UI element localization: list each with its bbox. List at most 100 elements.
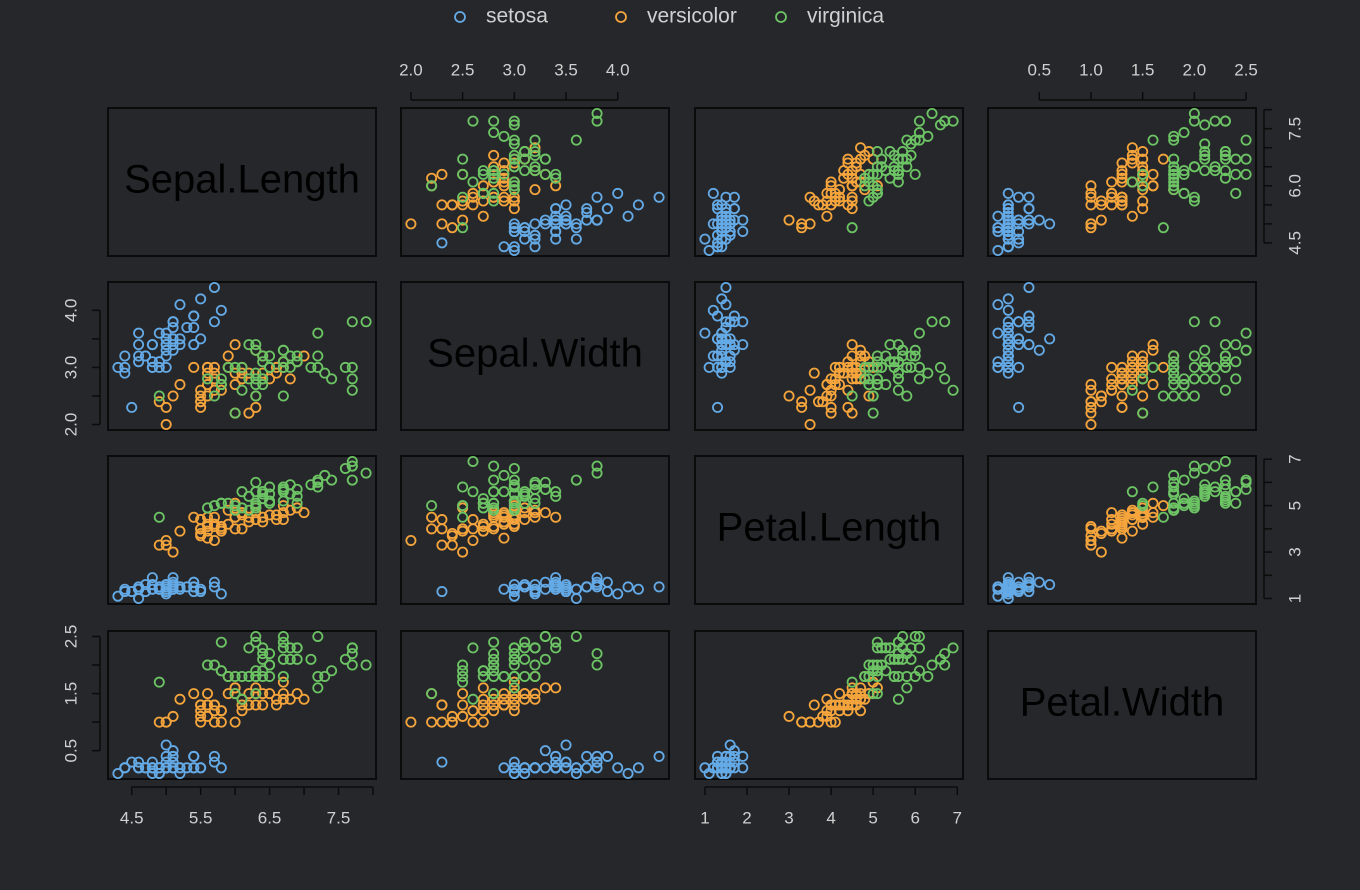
- point: [1147, 497, 1159, 509]
- point: [250, 390, 262, 402]
- point: [550, 233, 562, 245]
- point: [783, 214, 795, 226]
- point: [1157, 361, 1169, 373]
- point: [488, 115, 500, 127]
- point: [1168, 497, 1180, 509]
- point: [257, 670, 269, 682]
- x-tick-label: 4: [826, 808, 835, 827]
- point: [202, 699, 214, 711]
- point: [1106, 384, 1118, 396]
- point: [270, 361, 282, 373]
- point: [229, 511, 241, 523]
- point: [312, 682, 324, 694]
- point: [892, 373, 904, 385]
- legend-text: versicolor: [647, 5, 737, 28]
- y-tick-label: 3.0: [61, 356, 80, 380]
- point: [243, 670, 255, 682]
- point: [888, 356, 900, 368]
- point: [346, 648, 358, 660]
- point: [909, 350, 921, 362]
- point: [202, 379, 214, 391]
- point: [250, 670, 262, 682]
- point: [1188, 467, 1200, 479]
- point: [529, 659, 541, 671]
- legend-text: virginica: [807, 5, 884, 28]
- panel-box: [107, 281, 377, 431]
- point: [884, 653, 896, 665]
- point: [477, 502, 489, 514]
- point: [326, 474, 338, 486]
- x-tick-label: 7.5: [327, 808, 351, 827]
- point: [250, 500, 262, 512]
- point: [1116, 172, 1128, 184]
- point: [188, 310, 200, 322]
- point: [188, 339, 200, 351]
- point: [1137, 172, 1149, 184]
- point: [728, 191, 740, 203]
- point: [519, 146, 531, 158]
- point: [1199, 146, 1211, 158]
- point: [250, 344, 262, 356]
- point: [488, 648, 500, 660]
- point: [508, 245, 520, 257]
- point: [208, 699, 220, 711]
- point: [1002, 356, 1014, 368]
- point: [1002, 233, 1014, 245]
- point: [1168, 476, 1180, 488]
- panel-box: [987, 630, 1257, 780]
- point: [601, 586, 613, 598]
- point: [570, 583, 582, 595]
- point: [257, 642, 269, 654]
- point: [1106, 361, 1118, 373]
- point: [215, 373, 227, 385]
- point: [277, 390, 289, 402]
- point: [188, 762, 200, 774]
- point: [488, 665, 500, 677]
- point: [488, 127, 500, 139]
- point: [477, 518, 489, 530]
- point: [581, 203, 593, 215]
- point: [992, 225, 1004, 237]
- point: [498, 762, 510, 774]
- point: [257, 665, 269, 677]
- point: [796, 218, 808, 230]
- point: [1033, 344, 1045, 356]
- point: [1085, 222, 1097, 234]
- point: [829, 699, 841, 711]
- point: [1188, 361, 1200, 373]
- point: [508, 195, 520, 207]
- point: [834, 191, 846, 203]
- point: [884, 172, 896, 184]
- point: [1137, 367, 1149, 379]
- point: [264, 373, 276, 385]
- point: [133, 756, 145, 768]
- point: [243, 699, 255, 711]
- point: [529, 583, 541, 595]
- point: [1137, 350, 1149, 362]
- point: [601, 576, 613, 588]
- point: [326, 665, 338, 677]
- point: [859, 373, 871, 385]
- point: [264, 688, 276, 700]
- point: [488, 653, 500, 665]
- point: [581, 750, 593, 762]
- point: [560, 214, 572, 226]
- point: [1168, 350, 1180, 362]
- point: [1002, 222, 1014, 234]
- point: [1137, 356, 1149, 368]
- point: [467, 176, 479, 188]
- point: [622, 581, 634, 593]
- point: [1116, 532, 1128, 544]
- panel-box: [694, 281, 964, 431]
- point: [174, 525, 186, 537]
- point: [195, 762, 207, 774]
- legend-text: setosa: [486, 5, 548, 28]
- point: [257, 653, 269, 665]
- point: [208, 316, 220, 328]
- point: [1240, 168, 1252, 180]
- x-tick-label: 7: [953, 808, 962, 827]
- point: [1002, 241, 1014, 253]
- point: [570, 762, 582, 774]
- point: [1147, 379, 1159, 391]
- point: [724, 750, 736, 762]
